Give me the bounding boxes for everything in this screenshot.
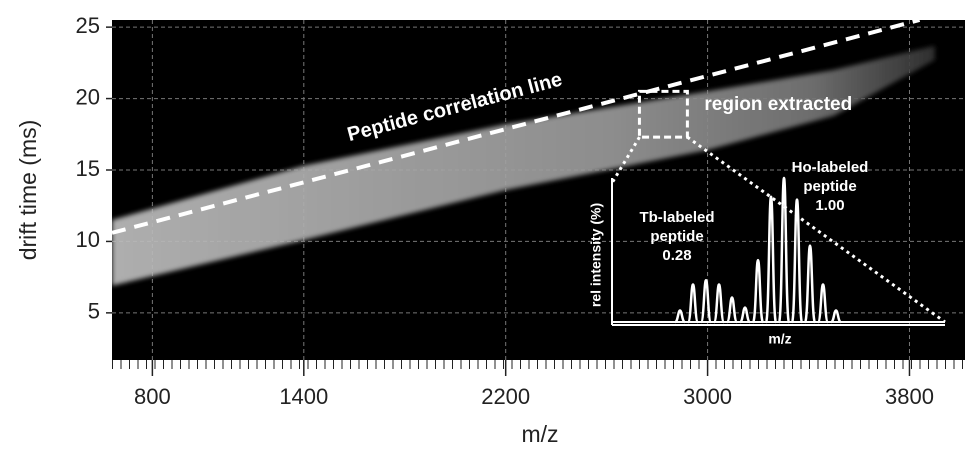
inset-y-label: rel intensity (%) [588, 203, 604, 307]
inset-annotation: Ho-labeled [792, 159, 869, 176]
inset-peak [751, 258, 765, 324]
inset-peak [816, 283, 830, 324]
zoom-line [610, 136, 641, 184]
inset-x-label: m/z [768, 331, 791, 347]
x-tick-label: 800 [134, 384, 171, 409]
region-label: region extracted [704, 94, 852, 115]
inset-peak [764, 195, 778, 324]
y-tick-label: 20 [76, 84, 100, 109]
inset-annotation: peptide [650, 228, 703, 245]
inset-peak [790, 198, 804, 324]
inset-annotation: 1.00 [815, 197, 844, 214]
x-tick-label: 3800 [885, 384, 934, 409]
y-tick-label: 10 [76, 227, 100, 252]
inset-annotation: peptide [803, 178, 856, 195]
minor-ticks [112, 360, 965, 369]
inset-peak [830, 309, 842, 324]
region-box [637, 89, 689, 139]
y-tick-label: 15 [76, 156, 100, 181]
y-tick-label: 5 [88, 299, 100, 324]
x-tick-label: 1400 [279, 384, 328, 409]
inset-peak [725, 296, 739, 324]
inset-peak [686, 283, 700, 324]
inset-peak [674, 309, 686, 324]
inset-annotation: Tb-labeled [639, 209, 714, 226]
inset-peak [712, 283, 726, 324]
inset-annotation: 0.28 [662, 247, 691, 264]
y-axis-title: drift time (ms) [15, 120, 41, 261]
inset-peak [739, 306, 751, 324]
intensity-band [112, 45, 935, 286]
inset-peak [777, 176, 791, 324]
inset-peak [803, 244, 817, 324]
correlation-line [112, 20, 921, 235]
y-tick-label: 25 [76, 13, 100, 38]
x-tick-label: 3000 [683, 384, 732, 409]
x-tick-label: 2200 [481, 384, 530, 409]
inset-peak [699, 278, 713, 324]
x-axis-title: m/z [521, 421, 558, 447]
